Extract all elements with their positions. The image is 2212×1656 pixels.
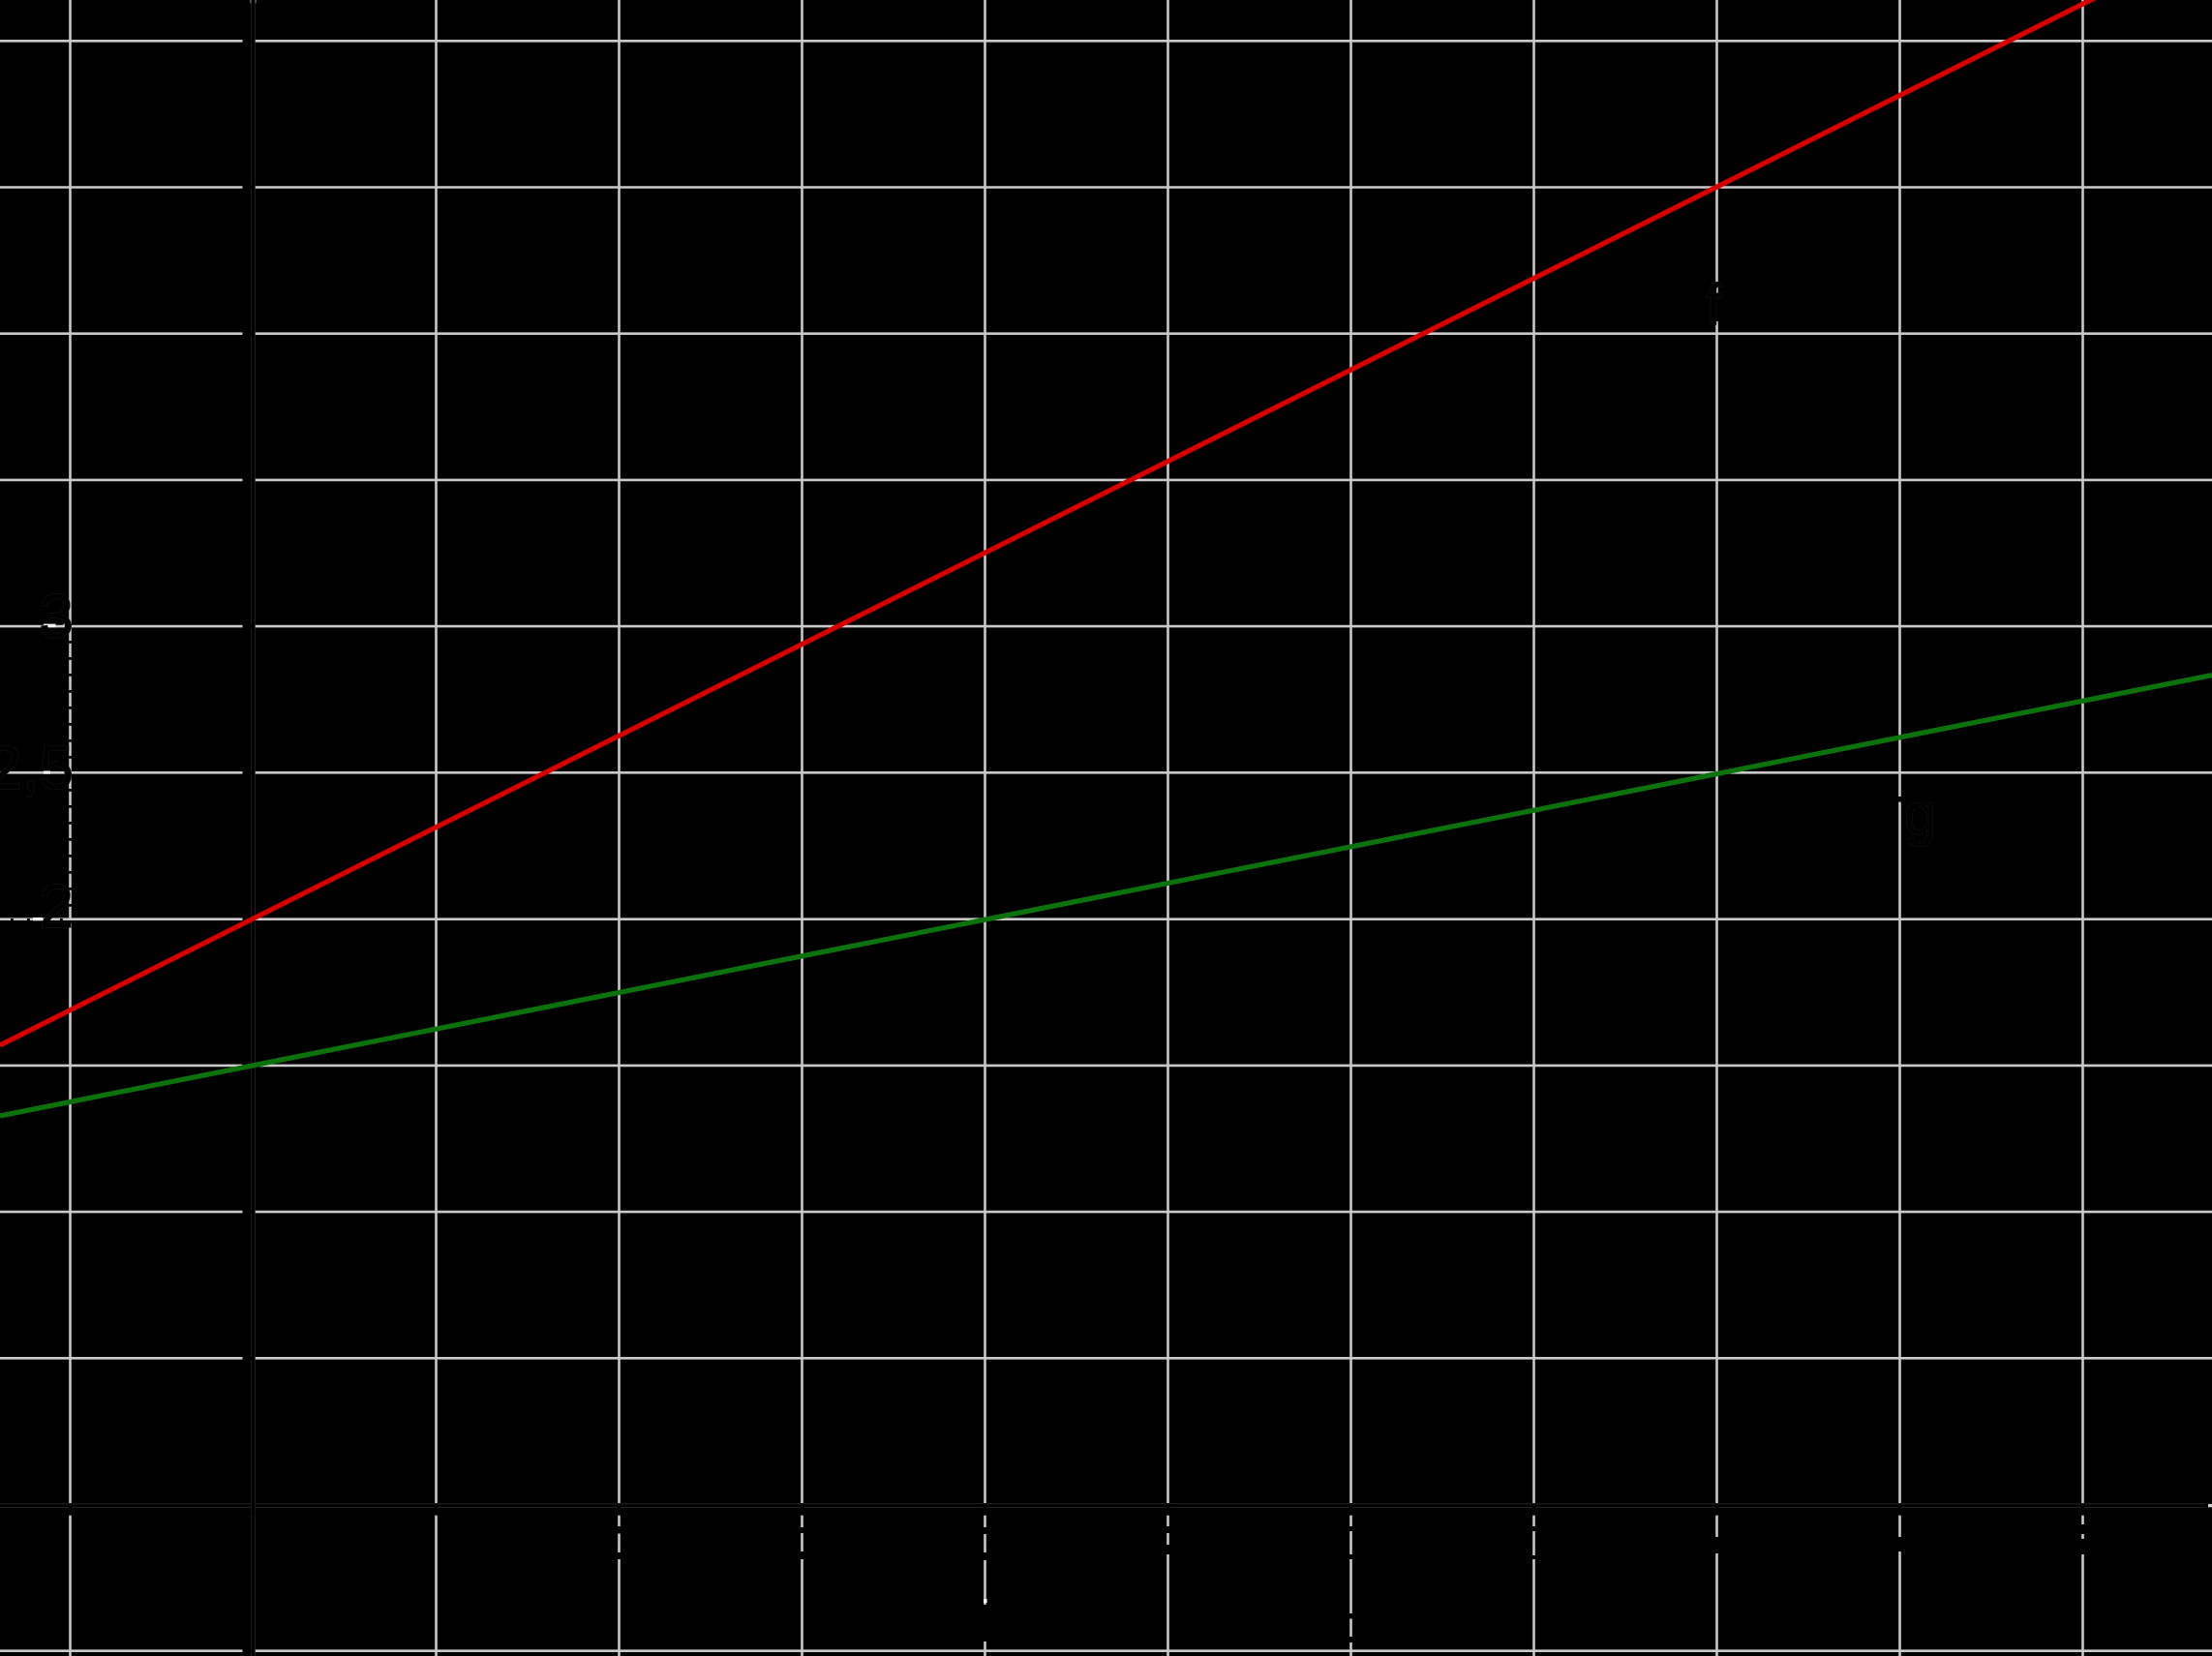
svg-text:f: f (1706, 272, 1722, 337)
svg-text:2: 2 (39, 871, 74, 941)
svg-text:g: g (1904, 782, 1936, 847)
svg-text:2,5: 2,5 (0, 733, 74, 802)
svg-text:3: 3 (39, 582, 74, 651)
